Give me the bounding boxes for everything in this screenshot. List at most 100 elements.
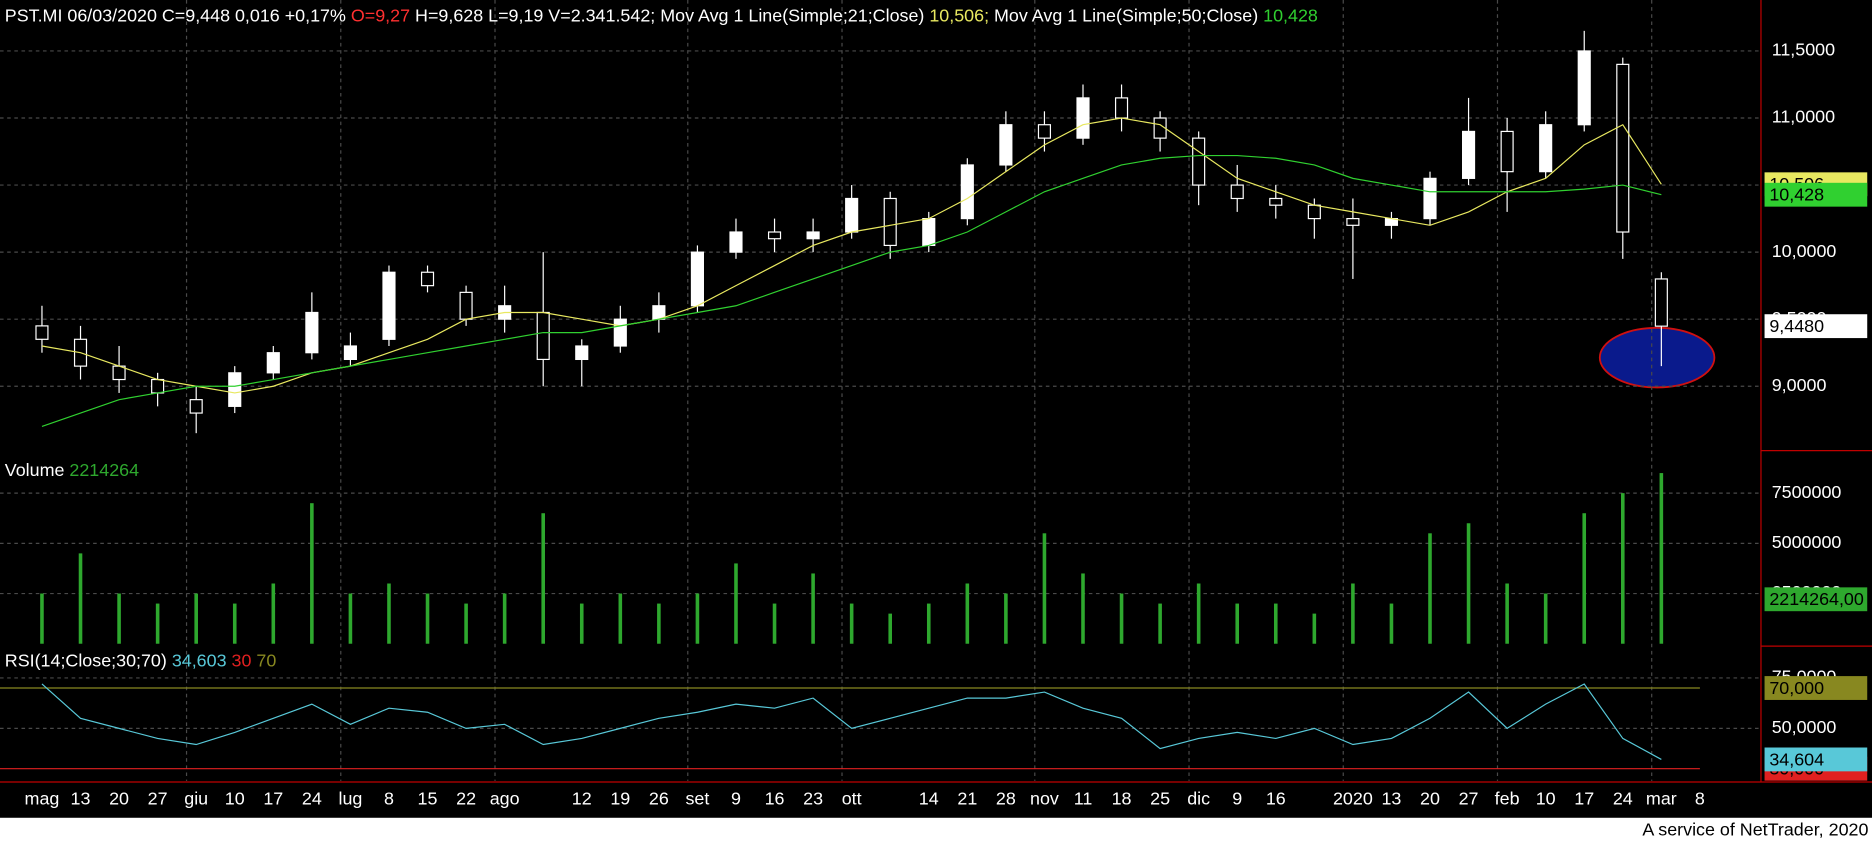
level-value-label-box bbox=[1764, 676, 1868, 700]
volume-bar bbox=[155, 603, 160, 644]
header-text: H=9,628 L=9,19 V=2.341.542; bbox=[415, 5, 655, 25]
volume-value-label: 2214264,00 bbox=[1769, 589, 1864, 609]
x-tick-label: ago bbox=[490, 789, 520, 809]
volume-bar bbox=[117, 593, 121, 644]
candle-body bbox=[266, 352, 280, 374]
volume-bar bbox=[695, 593, 700, 644]
close-value-label: 9,4480 bbox=[1769, 316, 1824, 336]
last-value: 34,603 bbox=[172, 650, 227, 670]
volume-bar bbox=[194, 593, 198, 644]
candle-body bbox=[536, 311, 550, 361]
volume-bar bbox=[1081, 573, 1085, 644]
volume-header: Volume 2214264 bbox=[5, 460, 139, 480]
x-tick-label: 11 bbox=[1074, 789, 1093, 809]
separator: ; bbox=[984, 5, 989, 25]
x-tick-label: 13 bbox=[1381, 789, 1401, 809]
volume-bar bbox=[348, 593, 353, 644]
rsi-header: RSI(14;Close;30;70) 34,603 30 70 bbox=[5, 650, 277, 670]
candle-body bbox=[459, 291, 473, 320]
level-value: 30 bbox=[232, 650, 252, 670]
candle-body bbox=[883, 197, 897, 247]
volume-bar bbox=[965, 583, 970, 644]
x-tick-label: giu bbox=[184, 789, 208, 809]
volume-bar bbox=[541, 513, 545, 644]
volume-bar bbox=[464, 603, 468, 644]
volume-bar bbox=[1235, 603, 1240, 644]
x-tick-label: 10 bbox=[1536, 789, 1556, 809]
candle-body bbox=[305, 311, 319, 354]
ma-value-label: 10,428 bbox=[1769, 185, 1824, 205]
header-text: PST.MI 06/03/2020 C=9,448 0,016 +0,17% bbox=[5, 5, 346, 25]
background bbox=[0, 0, 1872, 818]
candle-body bbox=[228, 372, 242, 407]
volume-bar bbox=[502, 593, 507, 644]
volume-bar bbox=[1466, 523, 1471, 644]
volume-bar bbox=[1158, 603, 1162, 644]
x-tick-label: set bbox=[685, 789, 709, 809]
x-tick-label: 24 bbox=[1613, 789, 1633, 809]
candle-body bbox=[1461, 130, 1476, 179]
x-tick-label: 9 bbox=[731, 789, 741, 809]
x-tick-label: feb bbox=[1495, 789, 1520, 809]
y-tick-label: 11,0000 bbox=[1772, 107, 1835, 127]
candle-body bbox=[1037, 124, 1052, 139]
x-tick-label: 12 bbox=[572, 789, 592, 809]
candle-body bbox=[382, 271, 396, 340]
volume-bar bbox=[232, 603, 237, 644]
volume-bar bbox=[579, 603, 584, 644]
x-tick-label: 2020 bbox=[1333, 789, 1373, 809]
level-value-label: 70,000 bbox=[1769, 678, 1824, 698]
volume-bar bbox=[811, 573, 815, 644]
legend-name: Mov Avg 1 Line(Simple;21;Close) bbox=[660, 5, 924, 25]
candle-body bbox=[343, 345, 357, 361]
volume-bar bbox=[657, 603, 661, 644]
candle-body bbox=[1346, 218, 1360, 226]
x-tick-label: 17 bbox=[263, 789, 283, 809]
candle-body bbox=[1577, 50, 1591, 126]
candle-body bbox=[151, 378, 165, 394]
candle-body bbox=[1500, 130, 1514, 173]
candle-body bbox=[575, 345, 589, 361]
volume-bar bbox=[1543, 593, 1548, 644]
x-tick-label: 22 bbox=[456, 789, 476, 809]
volume-bar bbox=[1351, 583, 1355, 644]
volume-bar bbox=[1312, 613, 1317, 644]
x-tick-label: 20 bbox=[109, 789, 129, 809]
volume-bar bbox=[271, 583, 276, 644]
candle-body bbox=[1192, 137, 1206, 186]
x-tick-label: 25 bbox=[1150, 789, 1170, 809]
rsi-line bbox=[41, 683, 1662, 760]
x-tick-label: 26 bbox=[649, 789, 669, 809]
volume-bar bbox=[1659, 473, 1664, 644]
x-tick-label: 8 bbox=[384, 789, 394, 809]
candle-body bbox=[1539, 124, 1553, 173]
x-tick-label: 27 bbox=[1459, 789, 1479, 809]
volume-bar bbox=[1428, 533, 1432, 644]
x-tick-label: 28 bbox=[996, 789, 1016, 809]
x-tick-label: nov bbox=[1030, 789, 1059, 809]
candle-body bbox=[767, 231, 782, 240]
candle-body bbox=[1616, 63, 1630, 233]
y-tick-label: 7500000 bbox=[1772, 482, 1842, 502]
x-tick-label: 19 bbox=[610, 789, 630, 809]
legend-value: 10,506 bbox=[929, 5, 984, 25]
x-tick-label: 14 bbox=[919, 789, 939, 809]
volume-bar bbox=[888, 613, 893, 644]
x-tick-label: 15 bbox=[418, 789, 438, 809]
candle-body bbox=[1423, 177, 1437, 220]
volume-bar bbox=[1196, 583, 1201, 644]
volume-value-label-box bbox=[1764, 587, 1868, 612]
moving-average bbox=[41, 154, 1662, 428]
close-value-label-box bbox=[1764, 314, 1868, 339]
level-value: 70 bbox=[256, 650, 276, 670]
candle-body bbox=[1269, 197, 1283, 206]
candle-body bbox=[690, 251, 704, 307]
panel-title: RSI(14;Close;30;70) bbox=[5, 650, 167, 670]
x-tick-label: mag bbox=[25, 789, 60, 809]
candle-body bbox=[1307, 204, 1321, 220]
volume-bar bbox=[425, 593, 430, 644]
footer: A service of NetTrader, 2020 bbox=[1642, 820, 1868, 840]
x-tick-label: dic bbox=[1187, 789, 1210, 809]
x-tick-label: 13 bbox=[71, 789, 91, 809]
volume-bar bbox=[1119, 593, 1124, 644]
